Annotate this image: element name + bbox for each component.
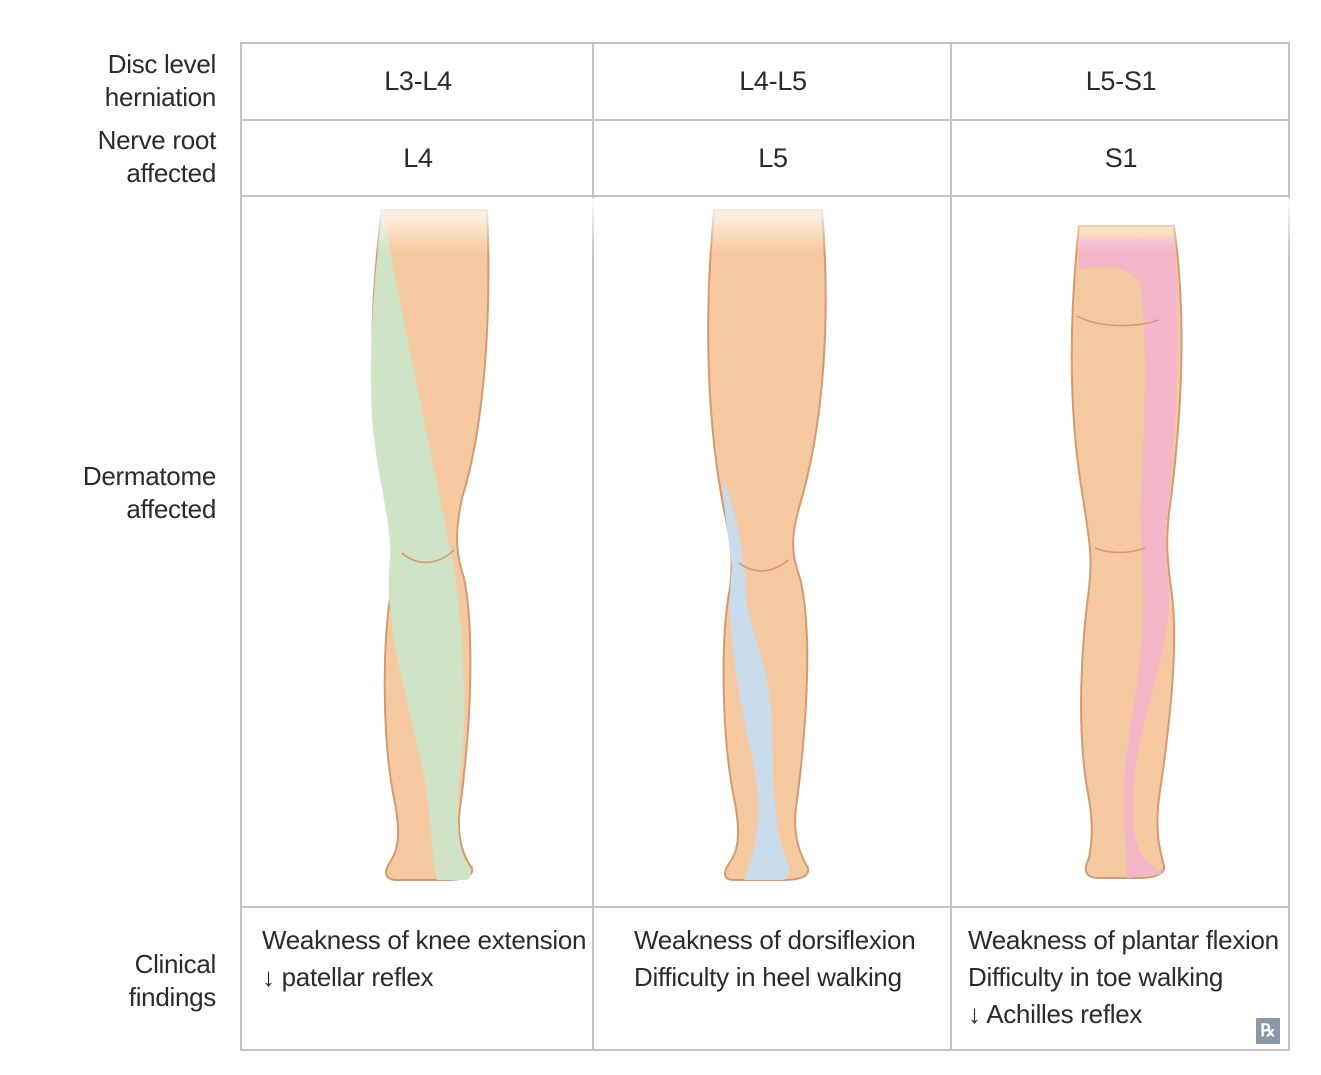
finding-line: ↓ Achilles reflex	[968, 999, 1143, 1029]
findings-l5: Weakness of dorsiflexion Difficulty in h…	[634, 922, 916, 996]
findings-l4: Weakness of knee extension ↓ patellar re…	[262, 922, 586, 996]
finding-line: Weakness of plantar flexion	[968, 925, 1279, 955]
dermatome-s1	[1079, 238, 1178, 878]
finding-line: Difficulty in heel walking	[634, 962, 902, 992]
dermatome-l4	[370, 210, 471, 880]
dermatome-l5	[723, 478, 790, 880]
knee-crease	[401, 549, 455, 564]
finding-line: ↓ patellar reflex	[262, 962, 434, 992]
leg-illustration-l5	[594, 198, 946, 881]
nerve-root-l5: L5	[758, 143, 788, 173]
findings-s1: Weakness of plantar flexion Difficulty i…	[968, 922, 1279, 1033]
grid-line	[240, 42, 242, 1051]
grid-line	[592, 42, 594, 1051]
row-label-dermatome: Dermatome affected	[82, 461, 216, 524]
finding-line: Weakness of dorsiflexion	[634, 925, 916, 955]
finding-line: Difficulty in toe walking	[968, 962, 1224, 992]
grid-line	[1288, 42, 1290, 1051]
grid-line	[240, 195, 1290, 197]
disc-level-l3-l4: L3-L4	[384, 66, 452, 96]
grid-line	[240, 1049, 1290, 1051]
grid-line	[240, 906, 1290, 908]
table-grid	[240, 42, 1290, 1051]
leg-illustration-l4	[242, 198, 594, 881]
finding-line: Weakness of knee extension	[262, 925, 587, 955]
disc-level-l4-l5: L4-L5	[739, 66, 807, 96]
row-label-nerve-root: Nerve root affected	[97, 125, 217, 188]
row-label-disc-level: Disc level herniation	[104, 49, 217, 112]
nerve-root-l4: L4	[403, 143, 433, 173]
grid-line	[950, 42, 952, 1051]
nerve-root-s1: S1	[1104, 143, 1138, 173]
row-label-clinical-findings: Clinical findings	[128, 949, 217, 1012]
gluteal-fold	[1076, 315, 1160, 327]
grid-line	[240, 42, 1290, 44]
knee-crease	[1094, 547, 1146, 554]
rx-logo-icon: ℞	[1256, 1018, 1280, 1044]
knee-crease	[738, 559, 789, 572]
disc-level-l5-s1: L5-S1	[1085, 66, 1157, 96]
leg-illustration-s1	[959, 198, 1297, 879]
grid-line	[240, 119, 1290, 121]
